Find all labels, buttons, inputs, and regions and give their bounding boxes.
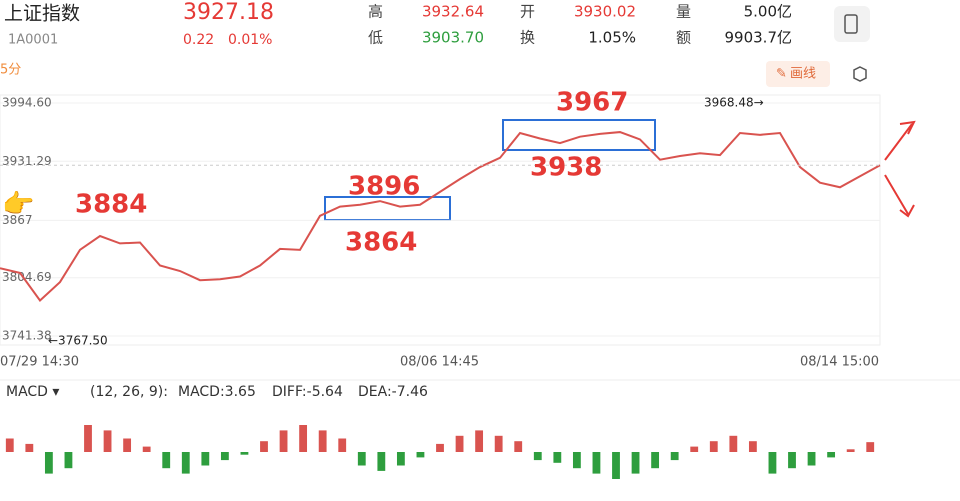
macd-bar: [377, 452, 386, 471]
macd-bar: [592, 452, 601, 474]
stat-value: 3932.64: [422, 3, 484, 21]
macd-bar: [416, 452, 425, 458]
macd-bar: [690, 446, 699, 452]
macd-bar: [357, 452, 366, 466]
stat-label: 额: [676, 29, 691, 47]
macd-bar: [475, 430, 484, 452]
macd-bar: [260, 441, 268, 452]
macd-bar: [709, 441, 718, 452]
macd-bar: [44, 452, 53, 474]
annotation: 3896: [348, 172, 420, 202]
macd-bar: [162, 452, 171, 469]
macd-bar: [670, 452, 679, 461]
macd-diff: DIFF:-5.64: [272, 384, 343, 400]
macd-bar: [201, 452, 210, 466]
stat-value: 3930.02: [574, 3, 636, 21]
macd-bar: [494, 435, 503, 452]
settings-icon[interactable]: [853, 66, 867, 82]
macd-bar: [572, 452, 581, 469]
stat-value: 3903.70: [422, 29, 484, 47]
macd-bar: [436, 443, 444, 452]
period[interactable]: 5分: [0, 63, 21, 78]
macd-bar: [64, 452, 73, 469]
macd-bar: [631, 452, 640, 474]
macd-bar: [142, 446, 151, 452]
y-tick-label: 3741.38: [2, 329, 52, 343]
stat-label: 高: [368, 3, 383, 21]
range-box: [502, 119, 656, 151]
macd-bar: [553, 452, 562, 463]
x-tick-label: 07/29 14:30: [0, 355, 79, 370]
macd-bar: [846, 449, 855, 452]
index-name: 上证指数: [4, 3, 80, 25]
macd-bar: [768, 452, 777, 474]
macd-bar: [827, 452, 836, 458]
change-pct: 0.01%: [228, 32, 272, 48]
draw-button[interactable]: [766, 61, 830, 87]
stat-label: 开: [520, 3, 535, 21]
macd-bar: [5, 438, 14, 452]
y-tick-label: 3804.69: [2, 270, 52, 284]
stat-label: 低: [368, 29, 383, 47]
annotation: 3884: [75, 190, 147, 220]
stat-value: 5.00亿: [744, 3, 792, 21]
x-tick-label: 08/06 14:45: [400, 355, 479, 370]
y-tick-label: 3867: [2, 213, 33, 227]
annotation: 3938: [530, 153, 602, 183]
annotation: 3967: [556, 88, 628, 118]
macd-bar: [788, 452, 796, 469]
macd-bar: [299, 425, 308, 452]
stat-value: 9903.7亿: [725, 29, 793, 47]
macd-bar: [25, 443, 34, 452]
macd-bar: [514, 441, 523, 452]
macd-bar: [181, 452, 190, 474]
stat-label: 换: [520, 29, 535, 47]
device-icon: [844, 14, 858, 34]
macd-bar: [396, 452, 405, 466]
macd-bar: [455, 435, 464, 452]
macd-bar: [612, 452, 620, 479]
macd-dea: DEA:-7.46: [358, 384, 428, 400]
macd-bar: [651, 452, 660, 469]
draw-icon: ✎: [776, 67, 787, 82]
arrows: [884, 120, 916, 218]
macd-bar: [318, 430, 327, 452]
index-code: 1A0001: [8, 33, 58, 48]
macd-bar: [866, 442, 875, 452]
device-button[interactable]: [834, 6, 870, 42]
change: 0.22: [183, 32, 214, 48]
draw-label: 画线: [790, 67, 816, 82]
macd-bar: [103, 430, 112, 452]
macd-bar: [338, 438, 347, 452]
macd-bar: [123, 438, 132, 452]
stat-label: 量: [676, 3, 691, 21]
macd-bar: [729, 435, 738, 452]
price-line: [0, 131, 881, 302]
macd-bar: [220, 452, 229, 461]
x-tick-label: 08/14 15:00: [800, 355, 879, 370]
macd-bar: [240, 452, 249, 455]
y-tick-label: 3931.29: [2, 154, 52, 168]
y-tick-label: 3994.60: [2, 96, 52, 110]
macd-macd: MACD:3.65: [178, 384, 256, 400]
annotation: ←3767.50: [48, 334, 108, 348]
macd-bar: [279, 430, 288, 452]
macd-name: MACD ▾: [6, 384, 59, 400]
price: 3927.18: [183, 0, 274, 25]
annotation: 3864: [345, 228, 417, 258]
macd-bar: [84, 425, 92, 452]
stat-value: 1.05%: [588, 29, 636, 47]
macd-bar: [748, 441, 757, 452]
annotation: 3968.48→: [704, 96, 764, 110]
macd-bar: [807, 452, 816, 466]
hand-icon: 👉: [2, 190, 34, 220]
macd-bar: [533, 452, 542, 461]
macd-params: (12, 26, 9):: [90, 384, 168, 400]
